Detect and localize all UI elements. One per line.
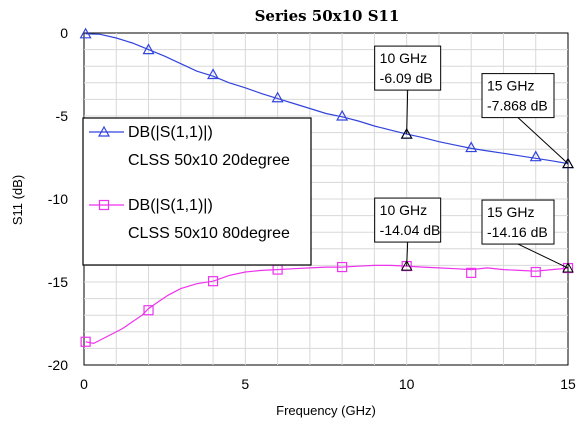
annotation-leader [406, 90, 409, 135]
annotation-layer: 10 GHz -6.09 dB 15 GHz -7.868 dB 10 GHz -14.0… [374, 45, 574, 273]
x-tick-label: 0 [80, 376, 88, 392]
annotation-box [374, 45, 442, 91]
triangle-marker [97, 125, 111, 137]
y-axis-label: S11 (dB) [10, 175, 25, 225]
legend: DB(|S(1,1)|)CLSS 50x10 20degreeDB(|S(1,1… [82, 117, 312, 266]
annotation-marker [562, 262, 574, 273]
legend-label-line2: CLSS 50x10 80degree [128, 225, 290, 242]
annotation-marker [400, 128, 413, 139]
annotation-box [374, 197, 442, 243]
series-line [85, 33, 569, 165]
y-tick-label: -15 [48, 274, 68, 290]
annotation-value: -6.09 dB [380, 70, 433, 86]
marker-annotation: 15 GHz -14.16 dB [481, 199, 574, 273]
x-tick-label: 10 [399, 376, 415, 392]
y-tick-label: -20 [48, 357, 68, 373]
marker-annotation: 10 GHz -6.09 dB [374, 45, 442, 139]
tick-labels: 0 5 10 15 0 -5 -10 -15 -20 [48, 25, 576, 392]
annotation-leader [517, 117, 569, 164]
annotation-frequency: 15 GHz [487, 78, 534, 94]
marker-annotation: 10 GHz -14.04 dB [374, 197, 442, 271]
legend-label-line1: DB(|S(1,1)|) [128, 124, 213, 141]
annotation-frequency: 10 GHz [380, 50, 427, 66]
square-marker [337, 261, 348, 273]
x-axis-label: Frequency (GHz) [276, 403, 376, 418]
x-tick-label: 15 [560, 376, 576, 392]
legend-label-line1: DB(|S(1,1)|) [128, 197, 213, 214]
y-tick-label: -5 [56, 108, 69, 124]
annotation-marker [562, 157, 574, 169]
y-tick-label: -10 [48, 191, 68, 207]
annotation-leader [517, 243, 569, 269]
square-marker [80, 336, 91, 347]
triangle-marker [207, 68, 220, 80]
square-marker [143, 305, 154, 316]
annotation-marker [400, 260, 413, 271]
legend-box [82, 117, 312, 266]
annotation-frequency: 15 GHz [487, 204, 534, 220]
legend-label-line2: CLSS 50x10 20degree [128, 152, 290, 169]
annotation-value: -7.868 dB [487, 98, 548, 114]
marker-annotation: 15 GHz -7.868 dB [481, 73, 574, 169]
annotation-box [481, 73, 555, 119]
annotation-value: -14.16 dB [487, 224, 548, 240]
triangle-marker [79, 27, 92, 39]
y-tick-label: 0 [60, 25, 68, 41]
triangle-marker [271, 91, 284, 103]
triangle-marker [529, 150, 542, 162]
square-marker [530, 266, 541, 278]
square-marker [98, 199, 110, 211]
square-marker [466, 267, 477, 278]
triangle-marker [336, 109, 349, 121]
triangle-marker [142, 43, 155, 55]
x-tick-label: 5 [241, 376, 249, 392]
legend-entry: DB(|S(1,1)|) CLSS 50x10 80degree [89, 197, 290, 242]
chart-title: Series 50x10 S11 [255, 7, 400, 25]
annotation-value: -14.04 dB [380, 222, 441, 238]
triangle-marker [465, 141, 478, 153]
series-line [85, 264, 569, 345]
annotation-frequency: 10 GHz [380, 202, 427, 218]
annotation-box [481, 199, 555, 245]
square-marker [207, 276, 219, 287]
legend-entry: DB(|S(1,1)|) CLSS 50x10 20degree [89, 124, 290, 169]
